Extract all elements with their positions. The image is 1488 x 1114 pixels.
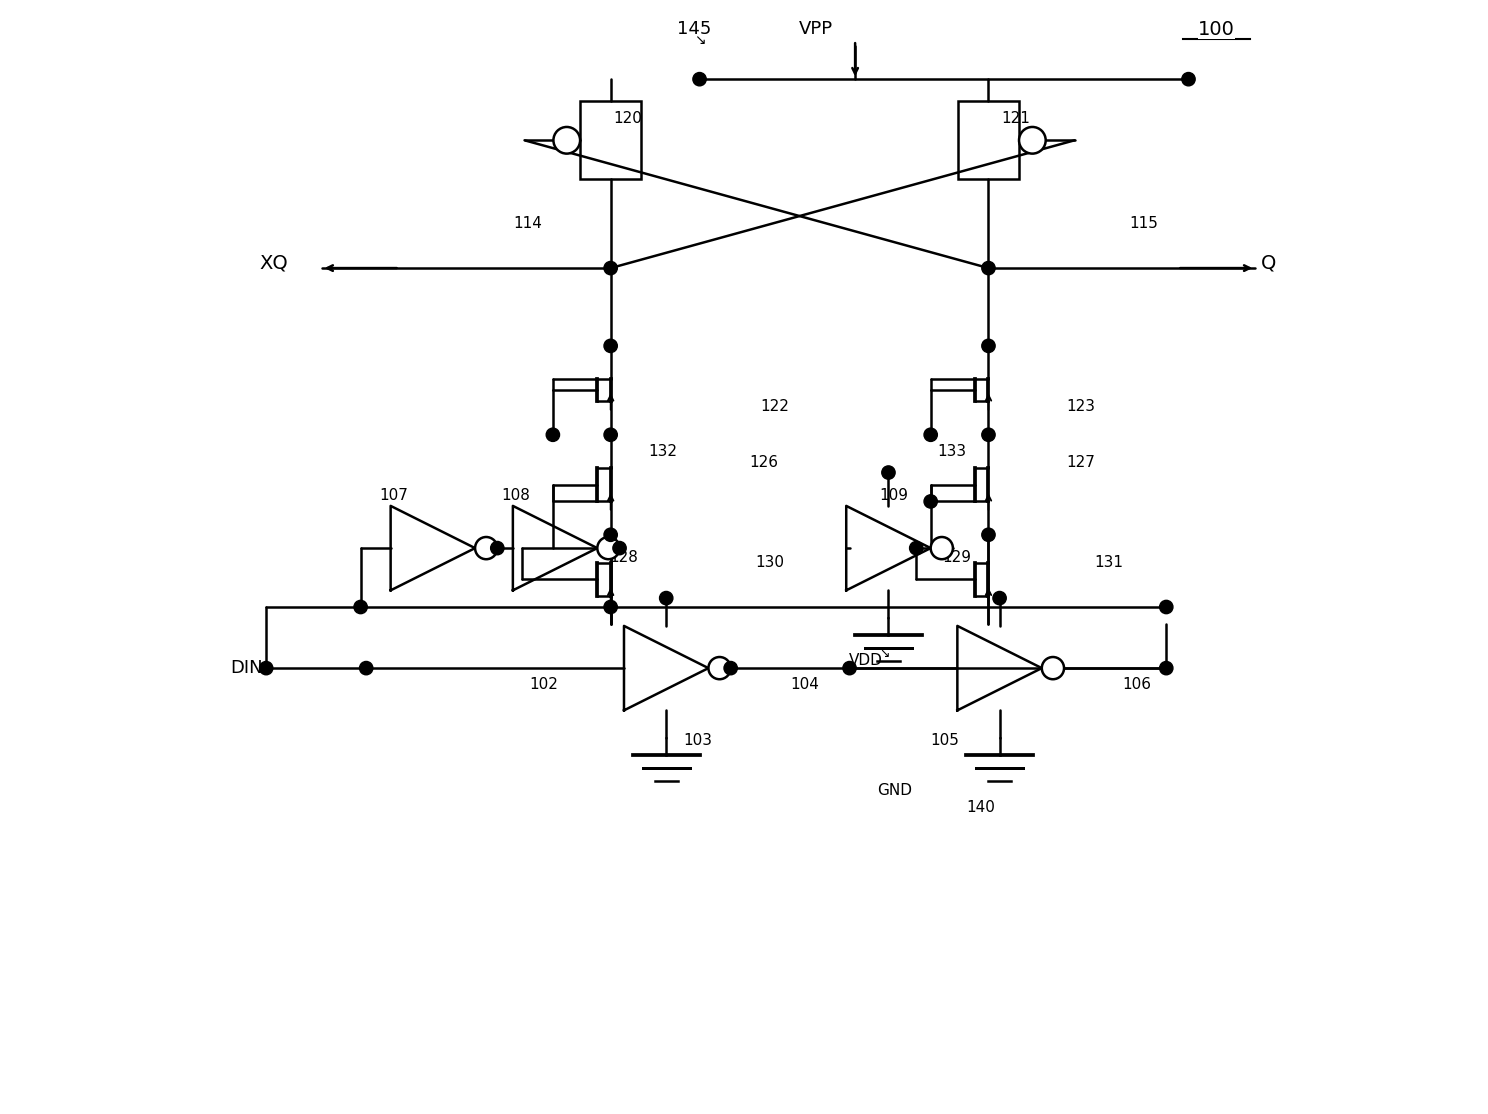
Text: 104: 104 [790,677,820,692]
Circle shape [924,495,937,508]
Text: $\searrow$: $\searrow$ [878,647,890,659]
Text: 123: 123 [1067,400,1095,414]
Text: 100: 100 [1198,20,1235,39]
Text: 122: 122 [760,400,790,414]
Circle shape [604,262,618,275]
Circle shape [613,541,626,555]
Text: 115: 115 [1129,216,1159,231]
Text: 130: 130 [754,555,784,570]
Text: 126: 126 [750,455,778,470]
Text: Q: Q [1260,253,1277,272]
Text: 133: 133 [937,444,966,459]
Circle shape [491,541,504,555]
Circle shape [659,592,673,605]
Circle shape [924,428,937,441]
Circle shape [1019,127,1046,154]
Circle shape [259,662,272,675]
Text: VPP: VPP [799,20,833,38]
Circle shape [982,528,995,541]
Circle shape [842,662,856,675]
Circle shape [597,537,619,559]
Text: 127: 127 [1067,455,1095,470]
Circle shape [604,339,618,352]
Circle shape [554,127,580,154]
Text: 145: 145 [677,20,711,38]
Circle shape [604,428,618,441]
Circle shape [604,600,618,614]
Circle shape [725,662,738,675]
Circle shape [982,262,995,275]
Text: 106: 106 [1122,677,1150,692]
Text: GND: GND [878,783,912,798]
Text: $\searrow$: $\searrow$ [692,33,707,47]
Text: 107: 107 [379,488,408,504]
Text: 121: 121 [1001,110,1031,126]
Text: 128: 128 [610,549,638,565]
Circle shape [882,466,896,479]
Text: 140: 140 [966,800,995,814]
Text: 120: 120 [613,110,641,126]
Text: XQ: XQ [259,253,289,272]
Text: 108: 108 [501,488,531,504]
Circle shape [693,72,707,86]
Text: 129: 129 [943,549,972,565]
Text: 103: 103 [683,733,711,747]
Text: 131: 131 [1094,555,1123,570]
Circle shape [992,592,1006,605]
Text: 105: 105 [930,733,960,747]
Circle shape [982,428,995,441]
Text: VDD: VDD [850,653,882,668]
Circle shape [604,528,618,541]
Text: 114: 114 [513,216,542,231]
Circle shape [1159,600,1173,614]
Text: 102: 102 [530,677,558,692]
Circle shape [360,662,373,675]
Bar [958,101,1019,179]
Circle shape [982,339,995,352]
Text: DIN: DIN [231,659,263,677]
Circle shape [930,537,952,559]
Circle shape [354,600,368,614]
Circle shape [909,541,923,555]
Circle shape [1181,72,1195,86]
Circle shape [475,537,497,559]
Circle shape [708,657,731,680]
Circle shape [1159,662,1173,675]
Circle shape [1042,657,1064,680]
Text: 132: 132 [649,444,677,459]
Bar [580,101,641,179]
Circle shape [546,428,559,441]
Text: 109: 109 [879,488,909,504]
